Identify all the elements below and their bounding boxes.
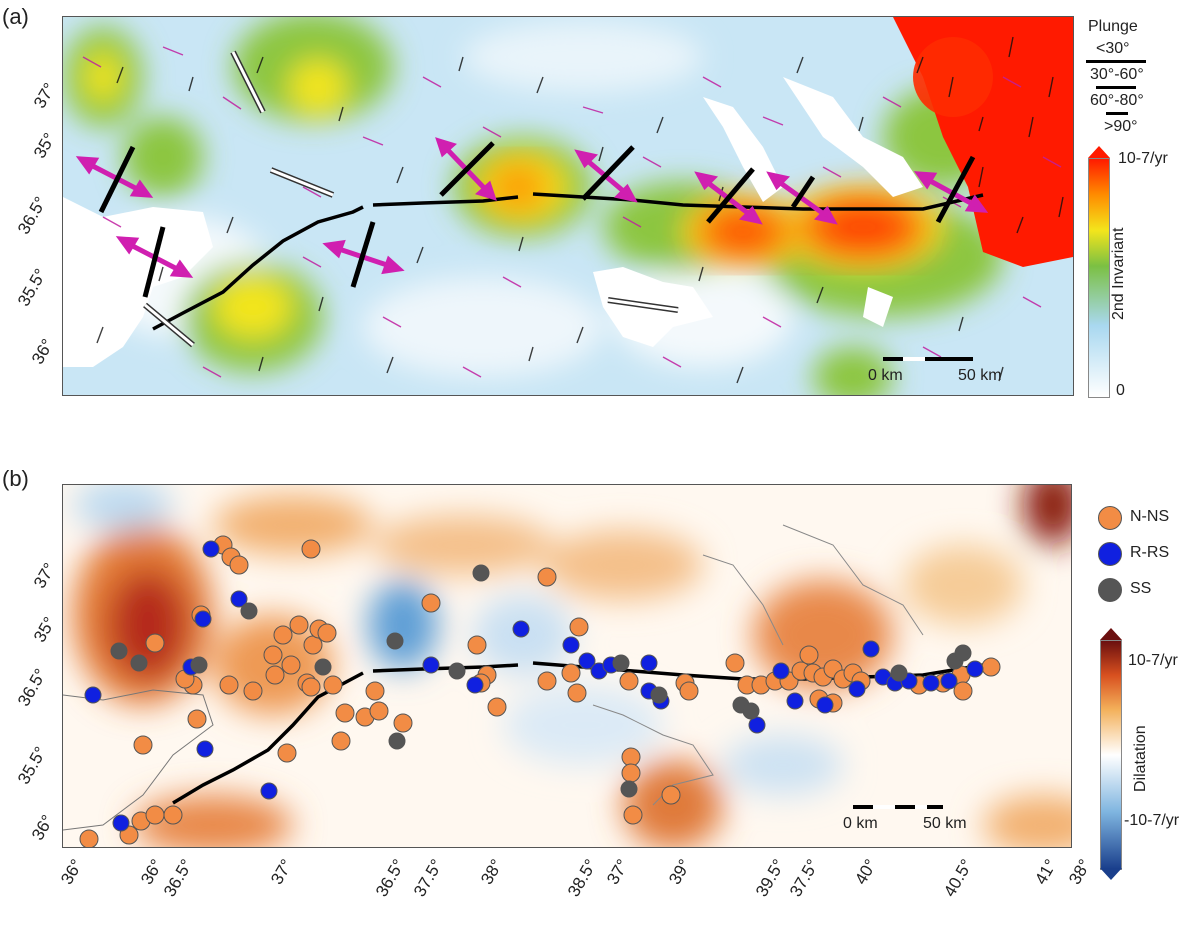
- colorbar-a-title: 2nd Invariant: [1110, 227, 1127, 320]
- lat-tick-b-1: 35°: [30, 613, 60, 646]
- lon-tick-0: 36°: [57, 856, 87, 888]
- lat-tick-b-2: 36.5°: [14, 665, 51, 710]
- legend-dot-ss: [1098, 578, 1122, 602]
- plunge-line-0: [1086, 60, 1146, 63]
- fault-trace: [152, 205, 364, 331]
- legend-label-ss: SS: [1130, 580, 1152, 597]
- legend-label-rrs: R-RS: [1130, 544, 1170, 561]
- lat-tick-a-2: 36.5°: [14, 193, 51, 238]
- colorbar-dilatation: [1100, 640, 1122, 870]
- plunge-legend-title: Plunge: [1088, 18, 1138, 35]
- lat-tick-b-3: 35.5°: [14, 743, 51, 788]
- lat-tick-b-0: 37°: [30, 559, 60, 592]
- lon-tick-12: 40°: [851, 856, 881, 888]
- plunge-line-1: [1096, 86, 1136, 89]
- plunge-legend-item-1: 30°-60°: [1090, 66, 1144, 83]
- colorbar-a-cap: [1088, 146, 1110, 158]
- scale-bar-a-right: 50 km: [958, 367, 1002, 384]
- colorbar-a-bottom-label: 0: [1116, 382, 1125, 399]
- colorbar-b-cap-bottom: [1100, 868, 1122, 880]
- strain-arrows: [75, 50, 989, 348]
- plunge-line-2: [1106, 112, 1128, 115]
- plunge-legend-item-2: 60°-80°: [1090, 92, 1144, 109]
- lat-tick-a-3: 35.5°: [14, 265, 51, 310]
- plunge-legend-item-0: <30°: [1096, 40, 1130, 57]
- plunge-legend-item-3: >90°: [1104, 118, 1138, 135]
- panel-b-label: (b): [2, 466, 29, 491]
- dilatation-field: [63, 485, 1071, 847]
- scale-bar-b-right: 50 km: [923, 815, 967, 832]
- legend-label-nns: N-NS: [1130, 508, 1170, 525]
- lon-tick-13: 40.5°: [940, 856, 977, 901]
- strain-invariant-field: [63, 17, 1073, 395]
- strain-crosses: [82, 36, 1064, 384]
- scale-bar-b-left: 0 km: [843, 815, 878, 832]
- strain-invariant-map: 0 km 50 km: [62, 16, 1074, 396]
- lat-tick-a-0: 37°: [30, 79, 60, 112]
- dilatation-map: 0 km 50 km: [62, 484, 1072, 848]
- lat-tick-b-4: 36°: [28, 811, 58, 844]
- colorbar-b-top-label: 10-7/yr: [1128, 652, 1178, 669]
- fault-trace-b: [172, 671, 364, 805]
- seismic-events: [79, 535, 1001, 847]
- lon-tick-3: 37°: [267, 856, 297, 888]
- scale-bar-a-left: 0 km: [868, 367, 903, 384]
- lat-tick-a-4: 36°: [28, 335, 58, 368]
- colorbar-b-bottom-label: -10-7/yr: [1124, 812, 1180, 829]
- legend-dot-nns: [1098, 506, 1122, 530]
- colorbar-b-cap-top: [1100, 628, 1122, 640]
- colorbar-a-top-label: 10-7/yr: [1118, 150, 1168, 167]
- legend-dot-rrs: [1098, 542, 1122, 566]
- lon-tick-9: 39°: [665, 856, 695, 888]
- colorbar-second-invariant: [1088, 158, 1110, 398]
- colorbar-b-title: Dilatation: [1132, 725, 1149, 792]
- panel-a-label: (a): [2, 4, 29, 29]
- lon-tick-6: 38°: [477, 856, 507, 888]
- lat-tick-a-1: 35°: [30, 129, 60, 162]
